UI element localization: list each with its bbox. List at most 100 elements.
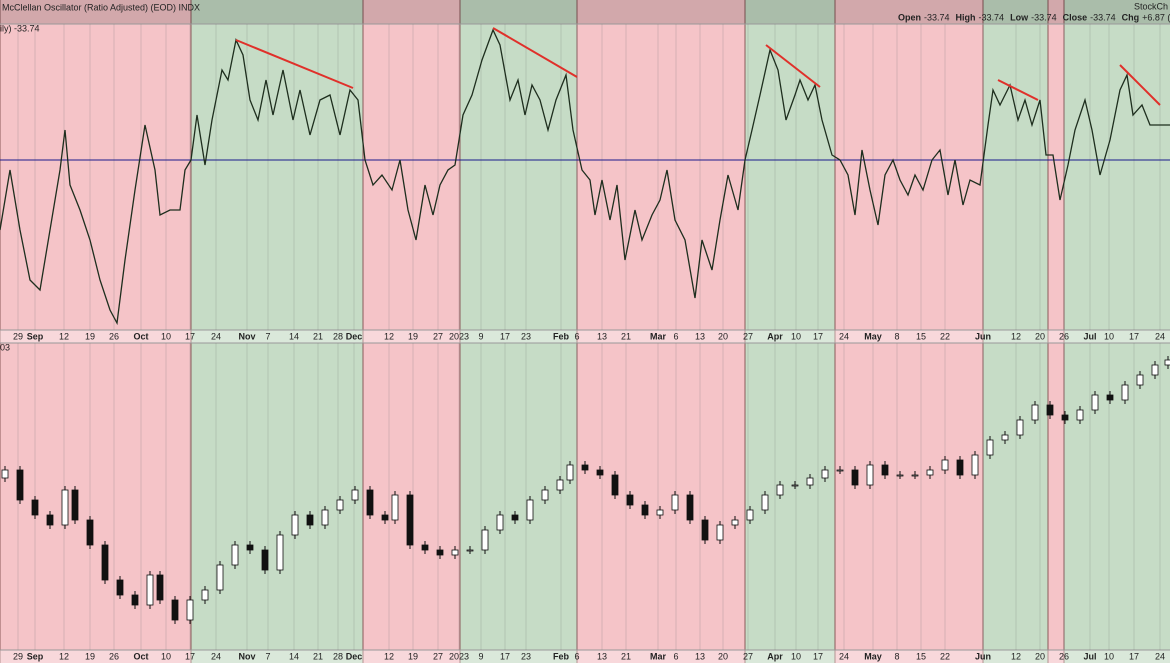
x-tick-label: 17 [813,331,823,341]
candle-body [116,579,124,596]
x-tick-label: 19 [408,651,418,661]
candle-body [31,499,39,516]
x-tick-label: 27 [433,331,443,341]
x-tick-label: Feb [553,331,570,341]
candle-body [746,509,754,521]
candle-body [686,494,694,521]
quote-label: Open [898,12,921,22]
x-tick-label: 21 [313,331,323,341]
x-tick-label: 6 [673,651,678,661]
x-tick-label: Jun [975,331,991,341]
quote-label: Close [1063,12,1088,22]
divergence-line [492,27,578,78]
x-tick-label: 17 [1129,331,1139,341]
candle-body [336,499,344,511]
region [577,0,745,663]
candle-body [701,519,709,541]
x-tick-label: 13 [695,331,705,341]
x-tick-label: 24 [839,651,849,661]
candle-body [716,524,724,541]
quote-label: Low [1010,12,1029,22]
x-tick-label: 10 [1104,331,1114,341]
candle-body [566,464,574,481]
candle-body [1076,409,1084,421]
candle-body [1,469,9,479]
x-tick-label: 7 [265,651,270,661]
x-tick-label: Dec [346,331,363,341]
candle-body [131,594,139,606]
candle-body [581,464,589,471]
divergence-line [997,79,1039,101]
x-tick-label: 27 [433,651,443,661]
x-tick-label: Sep [27,651,44,661]
x-tick-label: 10 [1104,651,1114,661]
x-tick-label: 26 [109,651,119,661]
candle-body [836,469,844,472]
candle-body [261,549,269,571]
candle-body [1031,404,1039,421]
candle-body [806,477,814,486]
x-tick-label: Sep [27,331,44,341]
candle-body [776,484,784,496]
x-tick-label: 12 [1011,331,1021,341]
region [835,0,983,663]
divergence-line [235,39,354,89]
x-tick-label: 24 [1155,651,1165,661]
x-tick-label: May [864,331,882,341]
x-tick-label: 10 [791,331,801,341]
candle-body [596,469,604,476]
x-tick-label: 21 [621,331,631,341]
candle-body [641,504,649,516]
candle-body [16,469,24,501]
x-tick-label: 27 [743,331,753,341]
candle-body [231,544,239,566]
x-tick-label: 13 [597,331,607,341]
x-tick-label: Feb [553,651,570,661]
x-tick-label: Dec [346,651,363,661]
x-tick-label: 29 [13,651,23,661]
x-tick-label: Apr [767,331,783,341]
x-tick-label: 17 [500,651,510,661]
x-tick-label: 28 [333,651,343,661]
x-tick-label: May [864,651,882,661]
x-tick-label: 24 [1155,331,1165,341]
candle-body [61,489,69,526]
region [1048,0,1064,663]
x-tick-label: Jul [1083,651,1096,661]
x-tick-label: 26 [1059,651,1069,661]
x-tick-label: 17 [185,331,195,341]
x-tick-label: 19 [408,331,418,341]
x-tick-label: 10 [791,651,801,661]
x-tick-label: 17 [813,651,823,661]
x-tick-label: 17 [1129,651,1139,661]
quote-value: -33.74 [1031,12,1057,22]
x-tick-label: Nov [238,651,255,661]
candle-body [911,474,919,477]
x-tick-label: 15 [916,651,926,661]
x-tick-label: Apr [767,651,783,661]
candle-body [956,459,964,476]
candle-body [1061,414,1069,421]
candle-body [101,544,109,581]
x-tick-label: 23 [521,651,531,661]
candle-body [1164,359,1170,366]
axis-row [0,650,1170,663]
candle-body [451,549,459,556]
candle-body [436,549,444,556]
x-tick-label: Mar [650,651,667,661]
candle-body [276,534,284,571]
candle-body [926,469,934,476]
candle-body [466,549,474,552]
x-tick-label: 12 [384,651,394,661]
x-tick-label: 19 [85,651,95,661]
x-tick-label: 17 [185,651,195,661]
candle-body [1136,374,1144,386]
x-tick-label: 12 [59,651,69,661]
candle-body [381,514,389,521]
x-tick-label: Nov [238,331,255,341]
x-tick-label: 21 [621,651,631,661]
x-tick-label: 23 [521,331,531,341]
x-tick-label: 8 [894,651,899,661]
divergence-line [1119,64,1161,106]
candle-body [731,519,739,526]
